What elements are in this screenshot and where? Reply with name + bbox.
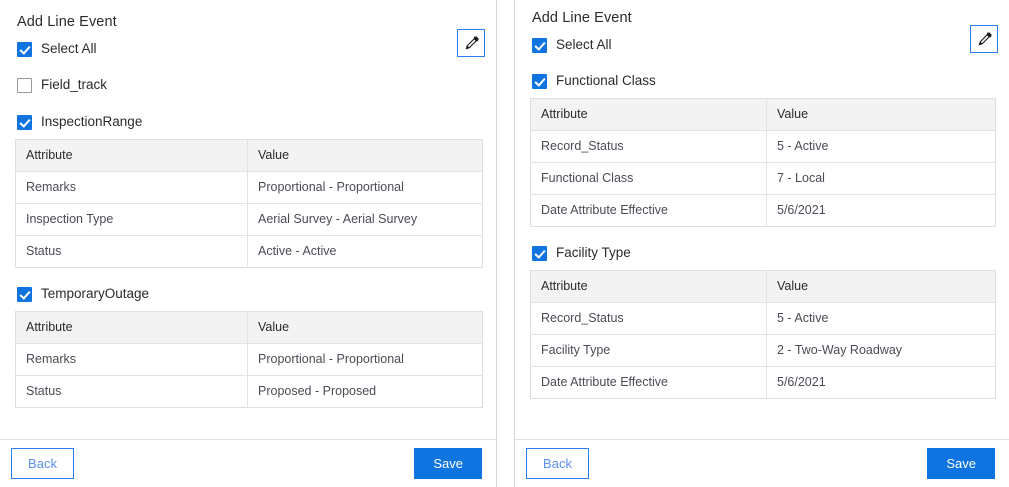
cell-attribute: Status — [15, 235, 248, 268]
back-button[interactable]: Back — [11, 448, 74, 479]
cell-value: 5 - Active — [766, 302, 996, 335]
cell-attribute: Remarks — [15, 343, 248, 376]
column-header-value: Value — [766, 270, 996, 303]
group-row-inspection-range[interactable]: InspectionRange — [17, 112, 482, 132]
table-header-row: Attribute Value — [530, 270, 996, 303]
pencil-icon-button[interactable] — [970, 25, 998, 53]
back-button[interactable]: Back — [526, 448, 589, 479]
cell-value: Proportional - Proportional — [247, 171, 483, 204]
attribute-table-functional-class: Attribute Value Record_Status 5 - Active… — [530, 98, 996, 227]
table-header-row: Attribute Value — [530, 98, 996, 131]
add-line-event-panel-left: Add Line Event Select All — [0, 0, 497, 487]
cell-attribute: Remarks — [15, 171, 248, 204]
panel-body-right: Add Line Event Select All — [515, 0, 1009, 439]
panel-footer-left: Back Save — [0, 439, 496, 487]
cell-value: Proposed - Proposed — [247, 375, 483, 408]
column-header-attribute: Attribute — [15, 139, 248, 172]
table-row: Functional Class 7 - Local — [530, 162, 996, 195]
select-all-row-left[interactable]: Select All — [17, 39, 482, 59]
checkbox-select-all-right[interactable] — [532, 37, 547, 53]
table-row: Status Active - Active — [15, 235, 483, 268]
table-row: Remarks Proportional - Proportional — [15, 343, 483, 376]
group-label-inspection-range: InspectionRange — [41, 114, 143, 129]
cell-attribute: Record_Status — [530, 130, 767, 163]
group-row-facility-type[interactable]: Facility Type — [532, 243, 995, 263]
cell-value: Active - Active — [247, 235, 483, 268]
select-all-label: Select All — [41, 41, 97, 56]
checkbox-inspection-range[interactable] — [17, 114, 32, 130]
table-row: Status Proposed - Proposed — [15, 375, 483, 408]
table-row: Facility Type 2 - Two-Way Roadway — [530, 334, 996, 367]
group-label-functional-class: Functional Class — [556, 73, 656, 88]
group-row-field-track[interactable]: Field_track — [17, 75, 482, 95]
group-label-field-track: Field_track — [41, 77, 108, 92]
column-header-value: Value — [247, 311, 483, 344]
table-header-row: Attribute Value — [15, 311, 483, 344]
cell-attribute: Status — [15, 375, 248, 408]
table-row: Record_Status 5 - Active — [530, 130, 996, 163]
checkbox-select-all-left[interactable] — [17, 41, 32, 57]
select-all-row-right[interactable]: Select All — [532, 35, 995, 55]
column-header-value: Value — [247, 139, 483, 172]
group-row-functional-class[interactable]: Functional Class — [532, 71, 995, 91]
panel-body-left: Add Line Event Select All — [0, 0, 496, 439]
checkbox-facility-type[interactable] — [532, 245, 547, 261]
cell-value: 5/6/2021 — [766, 366, 996, 399]
save-button[interactable]: Save — [927, 448, 995, 479]
pencil-icon — [976, 31, 993, 48]
column-header-value: Value — [766, 98, 996, 131]
cell-attribute: Functional Class — [530, 162, 767, 195]
cell-value: 5/6/2021 — [766, 194, 996, 227]
checkbox-functional-class[interactable] — [532, 73, 547, 89]
save-button[interactable]: Save — [414, 448, 482, 479]
group-label-temporary-outage: TemporaryOutage — [41, 286, 150, 301]
cell-value: Aerial Survey - Aerial Survey — [247, 203, 483, 236]
group-label-facility-type: Facility Type — [556, 245, 631, 260]
cell-value: Proportional - Proportional — [247, 343, 483, 376]
page-title: Add Line Event — [532, 10, 632, 26]
column-header-attribute: Attribute — [15, 311, 248, 344]
table-row: Remarks Proportional - Proportional — [15, 171, 483, 204]
table-row: Date Attribute Effective 5/6/2021 — [530, 366, 996, 399]
panel-footer-right: Back Save — [515, 439, 1009, 487]
checkbox-field-track[interactable] — [17, 77, 32, 93]
column-header-attribute: Attribute — [530, 270, 767, 303]
cell-value: 5 - Active — [766, 130, 996, 163]
attribute-table-temporary-outage: Attribute Value Remarks Proportional - P… — [15, 311, 483, 408]
table-row: Record_Status 5 - Active — [530, 302, 996, 335]
cell-value: 2 - Two-Way Roadway — [766, 334, 996, 367]
select-all-label: Select All — [556, 37, 612, 52]
cell-value: 7 - Local — [766, 162, 996, 195]
table-row: Inspection Type Aerial Survey - Aerial S… — [15, 203, 483, 236]
pencil-icon-button[interactable] — [457, 29, 485, 57]
cell-attribute: Inspection Type — [15, 203, 248, 236]
attribute-table-facility-type: Attribute Value Record_Status 5 - Active… — [530, 270, 996, 399]
column-header-attribute: Attribute — [530, 98, 767, 131]
cell-attribute: Record_Status — [530, 302, 767, 335]
attribute-table-inspection-range: Attribute Value Remarks Proportional - P… — [15, 139, 483, 268]
group-row-temporary-outage[interactable]: TemporaryOutage — [17, 284, 482, 304]
cell-attribute: Date Attribute Effective — [530, 366, 767, 399]
page-title: Add Line Event — [17, 14, 117, 30]
add-line-event-panel-right: Add Line Event Select All — [514, 0, 1009, 487]
table-row: Date Attribute Effective 5/6/2021 — [530, 194, 996, 227]
checkbox-temporary-outage[interactable] — [17, 286, 32, 302]
cell-attribute: Date Attribute Effective — [530, 194, 767, 227]
cell-attribute: Facility Type — [530, 334, 767, 367]
pencil-icon — [463, 35, 480, 52]
table-header-row: Attribute Value — [15, 139, 483, 172]
